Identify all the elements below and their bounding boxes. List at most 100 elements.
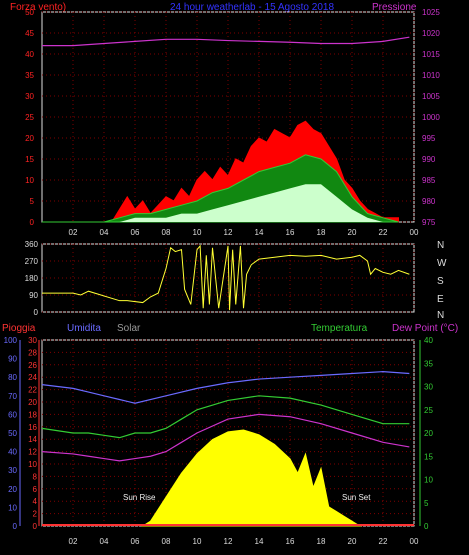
humidity-tick-label: 40	[8, 448, 17, 457]
wind-tick-label: 45	[25, 29, 34, 38]
humidity-tick-label: 30	[8, 466, 17, 475]
top-x-tick-label: 08	[162, 228, 171, 237]
humidity-tick-label: 60	[8, 410, 17, 419]
solar-axis-title: Solar	[117, 323, 141, 334]
pressure-tick-label: 975	[422, 218, 436, 227]
wind-tick-label: 0	[30, 218, 35, 227]
chart-title: 24 hour weatherlab - 15 Agosto 2018	[170, 2, 334, 13]
compass-e: E	[437, 294, 444, 305]
sunset-label: Sun Set	[342, 493, 371, 502]
temperature-tick-label: 40	[424, 336, 433, 345]
dewpoint-series	[41, 413, 410, 462]
temperature-tick-label: 35	[424, 359, 433, 368]
rain-tick-label: 28	[28, 348, 37, 357]
pressure-tick-label: 1010	[422, 71, 440, 80]
rain-tick-label: 8	[33, 472, 38, 481]
temperature-series	[41, 395, 410, 439]
top-x-tick-label: 14	[255, 228, 264, 237]
rain-tick-label: 26	[28, 361, 37, 370]
pressure-tick-label: 985	[422, 176, 436, 185]
rain-tick-label: 20	[28, 398, 37, 407]
bottom-x-tick-label: 00	[410, 537, 419, 546]
wind-tick-label: 40	[25, 50, 34, 59]
direction-tick-label: 0	[34, 308, 39, 317]
humidity-tick-label: 10	[8, 503, 17, 512]
rain-tick-label: 2	[33, 510, 38, 519]
wind-tick-label: 35	[25, 71, 34, 80]
temperature-tick-label: 15	[424, 452, 433, 461]
temperature-tick-label: 30	[424, 383, 433, 392]
temperature-tick-label: 5	[424, 499, 429, 508]
rain-axis-title: Pioggia	[2, 323, 36, 334]
pressure-tick-label: 995	[422, 134, 436, 143]
pressure-tick-label: 1000	[422, 113, 440, 122]
bottom-x-tick-label: 04	[100, 537, 109, 546]
top-x-tick-label: 16	[286, 228, 295, 237]
bottom-x-tick-label: 02	[69, 537, 78, 546]
bottom-x-tick-label: 14	[255, 537, 264, 546]
humidity-tick-label: 50	[8, 429, 17, 438]
wind-direction-series	[42, 244, 410, 311]
wind-tick-label: 30	[25, 92, 34, 101]
temperature-axis-title: Temperatura	[311, 323, 368, 334]
top-x-tick-label: 04	[100, 228, 109, 237]
top-x-tick-label: 12	[224, 228, 233, 237]
wind-tick-label: 50	[25, 8, 34, 17]
humidity-axis-title: Umidita	[67, 323, 101, 334]
pressure-tick-label: 1005	[422, 92, 440, 101]
rain-tick-label: 6	[33, 485, 38, 494]
bottom-x-tick-label: 06	[131, 537, 140, 546]
compass-w: W	[437, 258, 447, 269]
rain-tick-label: 10	[28, 460, 37, 469]
top-x-tick-label: 18	[317, 228, 326, 237]
rain-tick-label: 12	[28, 448, 37, 457]
bottom-x-tick-label: 20	[348, 537, 357, 546]
compass-s: S	[437, 276, 444, 287]
top-x-tick-label: 20	[348, 228, 357, 237]
compass-n-top: N	[437, 240, 444, 251]
pressure-series	[42, 36, 410, 47]
bottom-x-tick-label: 10	[193, 537, 202, 546]
rain-tick-label: 0	[33, 522, 38, 531]
pressure-tick-label: 1025	[422, 8, 440, 17]
humidity-series	[41, 371, 410, 404]
rain-tick-label: 18	[28, 410, 37, 419]
rain-tick-label: 30	[28, 336, 37, 345]
wind-min-series	[42, 184, 399, 222]
temperature-tick-label: 20	[424, 429, 433, 438]
wind-tick-label: 5	[30, 197, 35, 206]
pressure-tick-label: 1020	[422, 29, 440, 38]
rain-tick-label: 24	[28, 373, 37, 382]
solar-radiation-series	[140, 429, 362, 527]
direction-tick-label: 270	[25, 257, 39, 266]
compass-labels: N W S E N	[437, 240, 447, 321]
bottom-x-tick-label: 16	[286, 537, 295, 546]
direction-tick-label: 180	[25, 274, 39, 283]
bottom-x-tick-label: 22	[379, 537, 388, 546]
wind-tick-label: 15	[25, 155, 34, 164]
direction-tick-label: 360	[25, 240, 39, 249]
temperature-tick-label: 10	[424, 476, 433, 485]
top-x-tick-label: 10	[193, 228, 202, 237]
bottom-x-tick-label: 18	[317, 537, 326, 546]
bottom-x-tick-label: 08	[162, 537, 171, 546]
top-x-tick-label: 06	[131, 228, 140, 237]
wind-tick-label: 25	[25, 113, 34, 122]
pressure-tick-label: 1015	[422, 50, 440, 59]
rain-tick-label: 16	[28, 423, 37, 432]
humidity-tick-label: 70	[8, 392, 17, 401]
humidity-tick-label: 20	[8, 485, 17, 494]
dewpoint-axis-title: Dew Point (°C)	[392, 323, 458, 334]
temperature-tick-label: 25	[424, 406, 433, 415]
top-x-tick-label: 02	[69, 228, 78, 237]
pressure-axis-title: Pressione	[372, 2, 417, 13]
sunrise-label: Sun Rise	[123, 493, 156, 502]
humidity-tick-label: 100	[4, 336, 18, 345]
humidity-tick-label: 80	[8, 373, 17, 382]
humidity-tick-label: 90	[8, 355, 17, 364]
temperature-tick-label: 0	[424, 522, 429, 531]
rain-tick-label: 14	[28, 435, 37, 444]
rain-tick-label: 22	[28, 386, 37, 395]
humidity-tick-label: 0	[13, 522, 18, 531]
